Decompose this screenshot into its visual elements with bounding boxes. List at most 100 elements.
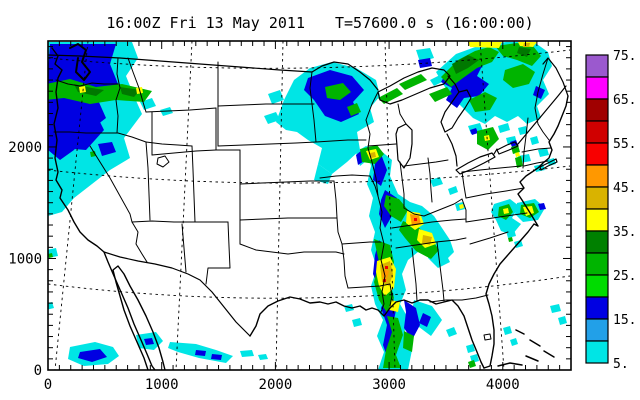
map-border bbox=[369, 175, 379, 197]
map-border bbox=[403, 198, 463, 217]
colorbar-swatch bbox=[585, 120, 609, 144]
precip-region bbox=[503, 64, 535, 88]
map-border bbox=[523, 117, 529, 153]
precip-region bbox=[258, 354, 268, 360]
map-border bbox=[341, 241, 382, 245]
map-border bbox=[145, 141, 193, 147]
precip-region bbox=[325, 83, 351, 100]
y-axis-tick-label: 1000 bbox=[8, 251, 42, 267]
precip-region bbox=[452, 55, 479, 74]
map-border bbox=[131, 221, 148, 263]
colorbar-label: 5. bbox=[613, 357, 629, 372]
graticule-line bbox=[384, 41, 396, 370]
valid-time-label: 16:00Z Fri 13 May 2011 bbox=[106, 14, 305, 32]
colorbar-label: 45. bbox=[613, 181, 636, 196]
map-border bbox=[525, 355, 539, 362]
precip-region bbox=[530, 136, 539, 145]
map-border bbox=[347, 283, 391, 289]
map-border bbox=[145, 107, 217, 113]
map-border bbox=[365, 119, 379, 197]
colorbar-label: 55. bbox=[613, 137, 636, 152]
map-border bbox=[53, 131, 119, 134]
map-border bbox=[55, 79, 119, 87]
x-axis-tick-label: 1000 bbox=[145, 377, 179, 393]
precip-region bbox=[446, 327, 457, 337]
precip-region bbox=[403, 331, 414, 352]
map-border bbox=[311, 61, 379, 91]
precip-region bbox=[523, 43, 530, 47]
map-border bbox=[365, 91, 379, 121]
map-border bbox=[539, 158, 558, 171]
map-border bbox=[455, 152, 496, 175]
precip-region bbox=[383, 316, 403, 368]
precip-region bbox=[448, 186, 458, 195]
precip-region bbox=[506, 229, 516, 238]
map-border bbox=[497, 362, 523, 367]
precip-region bbox=[550, 304, 561, 313]
precip-region bbox=[441, 47, 499, 87]
map-border bbox=[522, 151, 525, 169]
precip-region bbox=[538, 148, 549, 157]
precip-region bbox=[510, 338, 518, 346]
map-border bbox=[239, 217, 338, 221]
colorbar-label: 35. bbox=[613, 225, 636, 240]
precip-region bbox=[414, 218, 417, 221]
precip-region bbox=[98, 142, 116, 156]
map-border bbox=[469, 231, 509, 245]
precip-region bbox=[538, 203, 546, 210]
precip-region bbox=[264, 112, 280, 124]
map-border bbox=[315, 139, 367, 143]
colorbar-swatch bbox=[585, 76, 609, 100]
plot-title: 16:00Z Fri 13 May 2011 T=57600.0 s (16:0… bbox=[0, 14, 640, 32]
map-border bbox=[333, 180, 343, 245]
map-border bbox=[131, 220, 229, 223]
graticule-line bbox=[479, 41, 505, 370]
map-border bbox=[446, 133, 458, 167]
y-axis-tick-label: 0 bbox=[34, 363, 42, 379]
precip-region bbox=[418, 58, 432, 68]
map-border bbox=[217, 103, 315, 107]
map-border bbox=[89, 145, 133, 223]
precip-region bbox=[195, 350, 206, 356]
precip-region bbox=[518, 126, 528, 135]
map-border bbox=[483, 333, 492, 341]
graticule-line bbox=[54, 41, 89, 370]
precip-region bbox=[429, 87, 452, 102]
map-border bbox=[239, 243, 345, 255]
colorbar-swatch bbox=[585, 98, 609, 122]
map-border bbox=[465, 187, 525, 199]
map-border bbox=[397, 103, 407, 125]
precip-region bbox=[498, 123, 510, 133]
colorbar-swatch bbox=[585, 142, 609, 166]
map-border bbox=[542, 57, 569, 97]
precip-region bbox=[533, 86, 545, 99]
map-border bbox=[534, 57, 550, 141]
precip-region bbox=[370, 152, 376, 158]
map-border bbox=[461, 171, 467, 199]
map-border bbox=[309, 71, 317, 143]
precip-region bbox=[419, 313, 431, 327]
precip-region bbox=[459, 204, 464, 209]
x-axis-tick-label: 4000 bbox=[486, 377, 520, 393]
map-border bbox=[367, 143, 397, 147]
map-border bbox=[156, 155, 170, 168]
precip-region bbox=[314, 164, 332, 184]
map-border bbox=[103, 251, 251, 337]
precip-region bbox=[470, 128, 478, 135]
map-border bbox=[529, 339, 541, 347]
precip-region bbox=[352, 318, 362, 327]
colorbar-label: 15. bbox=[613, 313, 636, 328]
colorbar-swatch bbox=[585, 274, 609, 298]
map-border bbox=[112, 265, 166, 370]
map-border bbox=[319, 174, 371, 179]
map-border bbox=[440, 89, 472, 133]
map-border bbox=[127, 57, 147, 113]
precip-region bbox=[48, 253, 53, 258]
precip-region bbox=[48, 302, 54, 310]
map-border bbox=[181, 223, 187, 273]
map-border bbox=[496, 141, 519, 155]
colorbar-label: 65. bbox=[613, 93, 636, 108]
map-border bbox=[249, 296, 485, 369]
precip-region bbox=[384, 195, 408, 222]
